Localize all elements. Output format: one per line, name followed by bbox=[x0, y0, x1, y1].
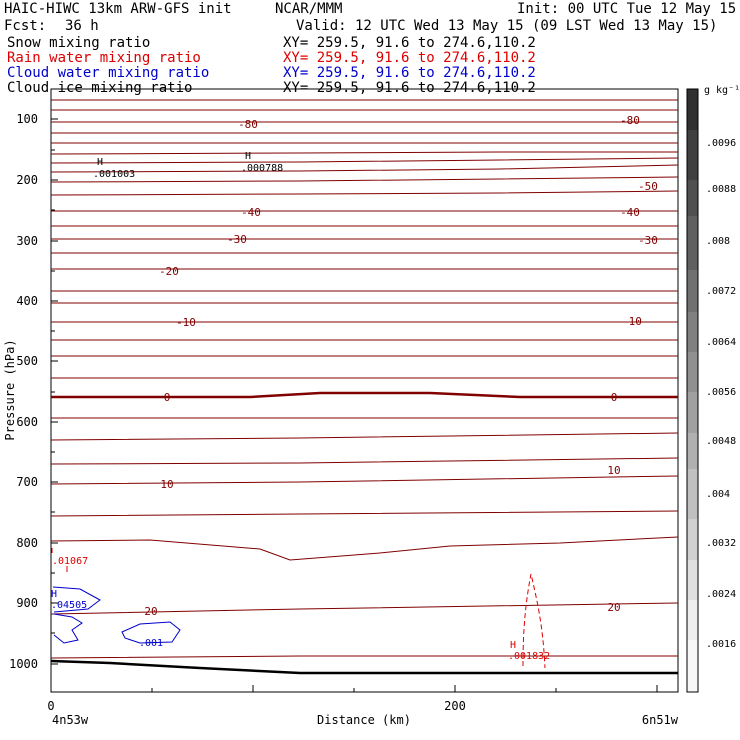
rain-max-marker: H bbox=[510, 640, 516, 651]
contour-label: 20 bbox=[144, 605, 157, 618]
contour-label: 20 bbox=[607, 601, 620, 614]
y-tick-label: 800 bbox=[16, 536, 38, 550]
cloudwater-contour-mid bbox=[53, 613, 83, 644]
y-tick-label: 200 bbox=[16, 173, 38, 187]
colorbar-tick-label: .0024 bbox=[706, 589, 736, 600]
fcst-value: 36 h bbox=[65, 18, 99, 34]
contour-label: -80 bbox=[620, 114, 640, 127]
field-ice-xy: XY= 259.5, 91.6 to 274.6,110.2 bbox=[283, 80, 536, 96]
field-snow-name: Snow mixing ratio bbox=[7, 35, 151, 51]
model-title: HAIC-HIWC 13km ARW-GFS init bbox=[4, 1, 232, 17]
x-axis-label: Distance (km) bbox=[317, 713, 411, 727]
x-start-label: 4n53w bbox=[52, 713, 89, 727]
colorbar-tick-label: .0096 bbox=[706, 138, 736, 149]
contour-label: -50 bbox=[638, 180, 658, 193]
colorbar-tick-label: .0064 bbox=[706, 337, 736, 348]
contour-label: 10 bbox=[160, 478, 173, 491]
y-tick-label: 900 bbox=[16, 596, 38, 610]
colorbar-unit: g kg⁻¹ bbox=[704, 85, 740, 96]
valid-label: Valid: 12 UTC Wed 13 May 15 (09 LST Wed … bbox=[296, 18, 718, 34]
y-tick-labels: 100 200 300 400 500 600 700 800 900 1000 bbox=[9, 112, 38, 671]
colorbar-tick-label: .0088 bbox=[706, 184, 736, 195]
cloudwater-max-marker: H bbox=[51, 589, 57, 600]
colorbar-tick-label: .0016 bbox=[706, 639, 736, 650]
x-end-label: 6n51w bbox=[642, 713, 679, 727]
y-ticks bbox=[51, 118, 58, 665]
contour-label: -30 bbox=[227, 233, 247, 246]
colorbar bbox=[686, 88, 699, 693]
y-tick-label: 500 bbox=[16, 354, 38, 368]
x-ticks bbox=[50, 685, 658, 692]
temperature-contours bbox=[50, 99, 679, 659]
contour-label: -20 bbox=[159, 265, 179, 278]
contour-label: -10 bbox=[176, 316, 196, 329]
ice-max-value: .000788 bbox=[241, 163, 283, 174]
terrain-line bbox=[50, 659, 678, 675]
field-cloudwater-xy: XY= 259.5, 91.6 to 274.6,110.2 bbox=[283, 65, 536, 81]
rain-max-value: .001832 bbox=[508, 651, 550, 662]
colorbar-tick-label: .004 bbox=[706, 489, 730, 500]
y-axis-label: Pressure (hPa) bbox=[3, 339, 17, 440]
field-cloudwater-name: Cloud water mixing ratio bbox=[7, 65, 210, 81]
fcst-label: Fcst: bbox=[4, 18, 47, 34]
plot-frame bbox=[50, 88, 679, 693]
x-tick-label: 0 bbox=[47, 699, 54, 713]
ice-max-marker: H bbox=[245, 151, 251, 162]
snow-max-marker: H bbox=[97, 157, 103, 168]
contour-label: 0 bbox=[164, 391, 171, 404]
contour-label: -40 bbox=[620, 206, 640, 219]
contour-label: -30 bbox=[638, 234, 658, 247]
contour-label: -80 bbox=[238, 118, 258, 131]
y-tick-label: 100 bbox=[16, 112, 38, 126]
y-tick-label: 700 bbox=[16, 475, 38, 489]
field-snow-xy: XY= 259.5, 91.6 to 274.6,110.2 bbox=[283, 35, 536, 51]
y-tick-label: 600 bbox=[16, 415, 38, 429]
cloudwater-contour-right bbox=[121, 621, 181, 644]
field-rain-xy: XY= 259.5, 91.6 to 274.6,110.2 bbox=[283, 50, 536, 66]
init-label: Init: 00 UTC Tue 12 May 15 bbox=[517, 1, 737, 17]
org-label: NCAR/MMM bbox=[275, 1, 343, 17]
colorbar-tick-label: .0048 bbox=[706, 436, 736, 447]
contour-label: -10 bbox=[622, 315, 642, 328]
x-tick-label: 200 bbox=[444, 699, 466, 713]
snow-max-value: .001003 bbox=[93, 169, 135, 180]
contour-label: 0 bbox=[611, 391, 618, 404]
field-ice-name: Cloud ice mixing ratio bbox=[7, 80, 193, 96]
contour-label: 10 bbox=[607, 464, 620, 477]
y-tick-label: 1000 bbox=[9, 657, 38, 671]
rain-dashed-contour bbox=[522, 573, 546, 669]
colorbar-tick-label: .0056 bbox=[706, 387, 736, 398]
y-tick-label: 400 bbox=[16, 294, 38, 308]
contour-label: -40 bbox=[241, 206, 261, 219]
cloudwater-max-value: .04505 bbox=[51, 600, 87, 611]
y-tick-label: 300 bbox=[16, 234, 38, 248]
zero-degree-contour bbox=[51, 391, 678, 399]
colorbar-tick-label: .0072 bbox=[706, 286, 736, 297]
cloudwater-contour-label: .001 bbox=[139, 638, 163, 649]
rain-value-left: .01067 bbox=[52, 556, 88, 567]
colorbar-tick-label: .008 bbox=[706, 236, 730, 247]
colorbar-tick-label: .0032 bbox=[706, 538, 736, 549]
cloudwater-contour-top bbox=[52, 586, 101, 613]
field-rain-name: Rain water mixing ratio bbox=[7, 50, 201, 66]
